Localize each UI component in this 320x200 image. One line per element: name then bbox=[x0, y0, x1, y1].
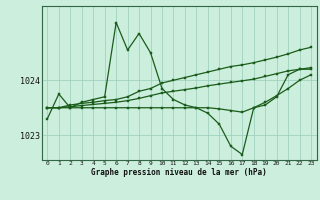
X-axis label: Graphe pression niveau de la mer (hPa): Graphe pression niveau de la mer (hPa) bbox=[91, 168, 267, 177]
